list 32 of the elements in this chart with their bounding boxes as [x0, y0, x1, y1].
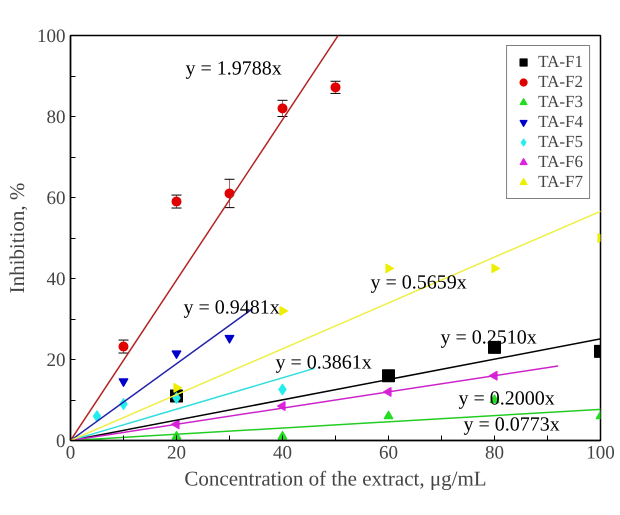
point: [279, 306, 288, 316]
point: [278, 103, 288, 114]
point: [173, 382, 182, 393]
y-tick-label: 20: [46, 350, 66, 371]
y-tick-label: 40: [46, 269, 66, 290]
point: [92, 410, 102, 422]
x-tick-label: 100: [586, 442, 615, 464]
legend-label: TA-F5: [538, 132, 583, 152]
x-tick-label: 60: [379, 442, 398, 464]
y-tick-label: 100: [37, 26, 66, 47]
annotation: y = 0.9481x: [184, 296, 280, 318]
legend-label: TA-F7: [538, 172, 583, 192]
x-tick-label: 20: [167, 442, 186, 464]
legend-label: TA-F4: [538, 112, 583, 132]
y-tick-label: 80: [46, 107, 66, 128]
point: [278, 383, 287, 396]
point: [224, 334, 234, 344]
x-axis-title: Concentration of the extract, μg/mL: [184, 466, 487, 490]
legend-label: TA-F2: [538, 72, 583, 92]
x-tick-label: 80: [485, 442, 504, 464]
annotation: y = 0.0773x: [464, 414, 560, 436]
legend-label: TA-F3: [538, 92, 583, 112]
y-tick-label: 60: [46, 188, 66, 209]
annotation: y = 1.9788x: [186, 58, 282, 80]
legend-label: TA-F6: [538, 152, 583, 172]
point: [278, 430, 288, 440]
annotation: y = 0.2000x: [458, 388, 555, 410]
y-axis-title: Inhibition, %: [5, 182, 29, 294]
annotation: y = 0.3861x: [276, 352, 372, 374]
point: [384, 410, 394, 420]
x-tick-label: 40: [273, 442, 292, 464]
legend-label: TA-F1: [538, 52, 583, 72]
